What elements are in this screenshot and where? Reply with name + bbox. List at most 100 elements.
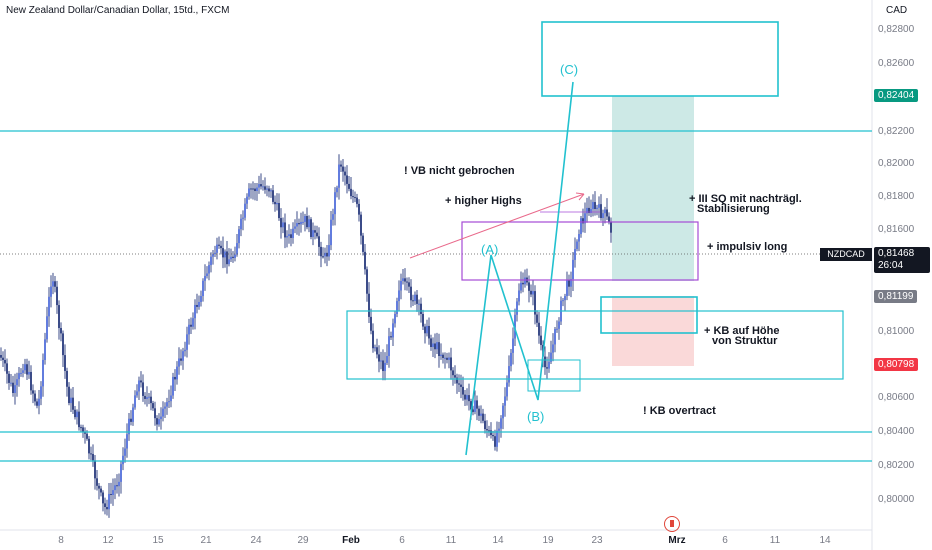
candle-body[interactable] (558, 321, 560, 329)
candle-body[interactable] (144, 395, 146, 399)
candle-body[interactable] (214, 252, 216, 255)
candle-body[interactable] (598, 204, 600, 208)
candle-body[interactable] (502, 405, 504, 419)
candle-body[interactable] (538, 322, 540, 336)
candle-body[interactable] (510, 352, 512, 367)
candle-body[interactable] (194, 304, 196, 319)
candle-body[interactable] (582, 218, 584, 224)
candle-body[interactable] (228, 259, 230, 265)
candle-body[interactable] (138, 380, 140, 392)
candle-body[interactable] (84, 432, 86, 434)
candle-body[interactable] (408, 282, 410, 287)
candle-body[interactable] (262, 186, 264, 188)
candle-body[interactable] (304, 215, 306, 222)
candle-body[interactable] (550, 352, 552, 362)
candle-body[interactable] (64, 355, 66, 371)
candle-body[interactable] (336, 187, 338, 193)
candle-body[interactable] (114, 485, 116, 491)
candle-body[interactable] (180, 358, 182, 361)
candle-body[interactable] (382, 360, 384, 372)
candle-body[interactable] (280, 218, 282, 228)
candle-body[interactable] (62, 333, 64, 356)
candle-body[interactable] (222, 248, 224, 258)
candle-body[interactable] (286, 236, 288, 238)
candle-body[interactable] (328, 245, 330, 257)
candle-body[interactable] (240, 218, 242, 230)
candle-body[interactable] (88, 438, 90, 454)
candle-body[interactable] (396, 301, 398, 314)
candle-body[interactable] (26, 364, 28, 375)
candle-body[interactable] (406, 281, 408, 283)
candle-body[interactable] (468, 395, 470, 402)
candle-body[interactable] (20, 372, 22, 374)
candle-body[interactable] (312, 230, 314, 237)
candle-body[interactable] (422, 313, 424, 327)
candle-body[interactable] (96, 478, 98, 486)
candle-body[interactable] (524, 277, 526, 285)
candle-body[interactable] (54, 281, 56, 287)
candle-body[interactable] (224, 251, 226, 258)
candle-body[interactable] (118, 481, 120, 487)
candle-body[interactable] (92, 453, 94, 461)
candle-body[interactable] (208, 265, 210, 274)
candle-body[interactable] (190, 324, 192, 327)
candle-body[interactable] (574, 248, 576, 260)
candle-body[interactable] (268, 188, 270, 192)
candle-body[interactable] (508, 366, 510, 383)
candle-body[interactable] (158, 419, 160, 425)
candle-body[interactable] (324, 252, 326, 257)
candle-body[interactable] (522, 282, 524, 285)
candle-body[interactable] (184, 349, 186, 352)
candle-body[interactable] (410, 286, 412, 301)
candle-body[interactable] (56, 286, 58, 306)
candle-body[interactable] (40, 386, 42, 399)
candle-body[interactable] (278, 202, 280, 219)
candle-body[interactable] (546, 367, 548, 369)
candle-body[interactable] (498, 428, 500, 431)
candle-body[interactable] (398, 290, 400, 302)
candle-body[interactable] (160, 416, 162, 420)
candle-body[interactable] (226, 251, 228, 265)
candle-body[interactable] (330, 219, 332, 246)
candle-body[interactable] (134, 395, 136, 408)
candle-body[interactable] (430, 338, 432, 348)
candle-body[interactable] (122, 455, 124, 465)
structure-zone-box[interactable] (346, 310, 844, 380)
candle-body[interactable] (394, 313, 396, 324)
candle-body[interactable] (252, 188, 254, 190)
candle-body[interactable] (470, 401, 472, 410)
candle-body[interactable] (372, 330, 374, 349)
candle-body[interactable] (570, 279, 572, 287)
candle-body[interactable] (302, 221, 304, 223)
trendline-arrowhead[interactable] (575, 192, 585, 201)
candle-body[interactable] (36, 401, 38, 406)
candle-body[interactable] (178, 358, 180, 367)
candle-body[interactable] (112, 490, 114, 495)
candle-body[interactable] (380, 360, 382, 362)
candle-body[interactable] (98, 485, 100, 489)
candle-body[interactable] (366, 269, 368, 294)
kb-box[interactable] (600, 296, 698, 334)
candle-body[interactable] (102, 492, 104, 504)
candle-body[interactable] (60, 328, 62, 334)
candle-body[interactable] (18, 373, 20, 380)
candle-body[interactable] (74, 409, 76, 418)
candle-body[interactable] (576, 241, 578, 249)
candle-body[interactable] (442, 354, 444, 359)
candle-body[interactable] (338, 164, 340, 188)
higher-highs-trendline[interactable] (409, 193, 585, 259)
candle-body[interactable] (162, 408, 164, 417)
candle-body[interactable] (170, 395, 172, 402)
candle-body[interactable] (516, 301, 518, 315)
consolidation-box[interactable] (461, 221, 699, 281)
candle-body[interactable] (294, 226, 296, 229)
candle-body[interactable] (116, 485, 118, 487)
candle-body[interactable] (536, 314, 538, 323)
candle-body[interactable] (390, 336, 392, 338)
candle-body[interactable] (474, 400, 476, 412)
candle-body[interactable] (368, 293, 370, 317)
candle-body[interactable] (24, 364, 26, 371)
candle-body[interactable] (602, 213, 604, 219)
candle-body[interactable] (460, 384, 462, 387)
candle-body[interactable] (342, 166, 344, 172)
